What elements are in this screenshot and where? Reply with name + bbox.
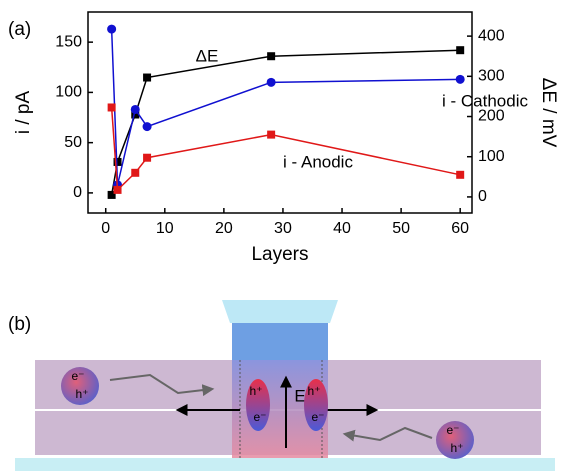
x-tick-label: 10 xyxy=(156,220,174,237)
marker xyxy=(456,46,465,55)
series-label: i - Anodic xyxy=(283,152,353,171)
marker xyxy=(455,74,465,84)
marker xyxy=(267,130,276,139)
charge-label: h⁺ xyxy=(75,387,88,401)
substrate xyxy=(15,458,555,471)
x-tick-label: 30 xyxy=(274,220,292,237)
panel-label: (b) xyxy=(8,314,31,335)
y2-tick-label: 200 xyxy=(478,108,505,125)
x-tick-label: 0 xyxy=(101,220,110,237)
series-line xyxy=(110,107,461,192)
series-line xyxy=(110,29,461,186)
marker xyxy=(143,153,152,162)
marker xyxy=(131,168,140,177)
x-tick-label: 20 xyxy=(215,220,233,237)
marker xyxy=(267,52,276,61)
marker xyxy=(107,103,116,112)
y2-tick-label: 100 xyxy=(478,148,505,165)
marker xyxy=(130,104,140,114)
marker xyxy=(107,190,116,199)
charge-label: e⁻ xyxy=(446,423,459,437)
y2-tick-label: 400 xyxy=(478,27,505,44)
tip-column xyxy=(232,323,328,360)
marker xyxy=(456,170,465,179)
panel-label: (a) xyxy=(8,19,31,40)
panel-b: (b) E e⁻ h⁺ h⁺ e⁻ h⁺ e⁻ e⁻ h⁺ xyxy=(8,300,555,471)
particle xyxy=(246,379,270,431)
x-tick-label: 60 xyxy=(451,220,469,237)
y-tick-label: 100 xyxy=(55,84,82,101)
y2-axis-label: ΔE / mV xyxy=(538,78,559,148)
path-arrow xyxy=(109,373,215,397)
charge-label: h⁺ xyxy=(307,384,320,398)
charge-label: e⁻ xyxy=(253,410,266,424)
chart-a: 0 10 20 30 40 50 60 0 50 100 150 0 100 200 300 400 Layer… xyxy=(13,11,559,265)
charge-label: h⁺ xyxy=(249,384,262,398)
x-axis-label: Layers xyxy=(251,244,308,265)
marker xyxy=(142,122,152,132)
y2-tick-label: 300 xyxy=(478,68,505,85)
charge-label: e⁻ xyxy=(71,369,84,383)
tip xyxy=(222,300,338,323)
x-tick-label: 50 xyxy=(392,220,410,237)
y-tick-label: 0 xyxy=(73,184,82,201)
series-line xyxy=(110,49,461,196)
y-axis-label: i / pA xyxy=(13,91,34,135)
series-label: ΔE xyxy=(196,46,219,65)
y2-tick-label: 0 xyxy=(478,188,487,205)
marker xyxy=(143,73,152,82)
charge-label: h⁺ xyxy=(450,441,463,455)
particle xyxy=(436,421,474,459)
marker xyxy=(107,24,117,34)
marker xyxy=(113,185,122,194)
y-tick-label: 50 xyxy=(64,134,82,151)
marker xyxy=(113,157,122,166)
marker xyxy=(131,110,140,119)
x-tick-label: 40 xyxy=(333,220,351,237)
series-label: i - Cathodic xyxy=(442,91,528,110)
field-label: E xyxy=(294,386,305,405)
y-tick-label: 150 xyxy=(55,33,82,50)
path-arrow xyxy=(342,426,433,442)
particle xyxy=(304,379,328,431)
charge-label: e⁻ xyxy=(311,410,324,424)
particle xyxy=(61,367,99,405)
plot-frame xyxy=(87,11,473,214)
marker xyxy=(266,77,276,87)
